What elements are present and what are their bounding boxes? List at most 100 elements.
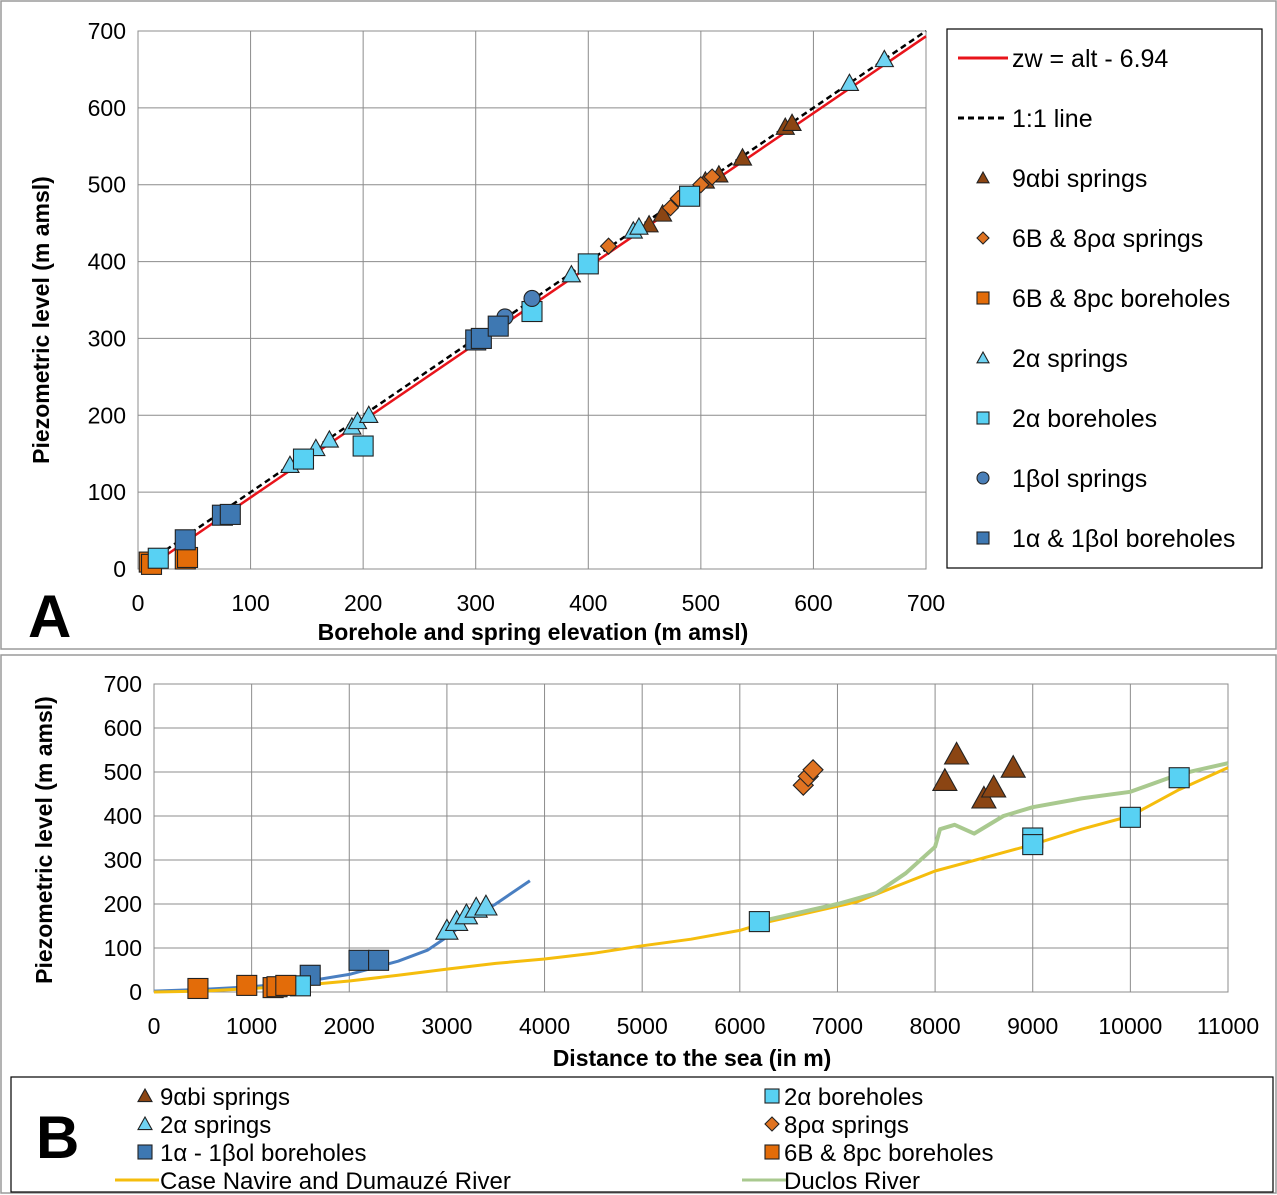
data-point: [474, 894, 498, 916]
data-point: [176, 546, 199, 569]
panel-b-tick-labels: 0 1000 2000 3000 4000 5000 6000 7000 8000 9000 100…: [104, 671, 1260, 1039]
data-point: [748, 911, 770, 933]
y-tick-label: 500: [88, 172, 126, 198]
x-tick-label: 5000: [617, 1013, 668, 1039]
legend-marker: [976, 531, 990, 545]
data-point: [523, 289, 541, 308]
data-point: [1000, 754, 1027, 778]
legend-marker: [976, 411, 990, 425]
data-point: [839, 73, 860, 92]
legend-label: 6B & 8pc boreholes: [1012, 285, 1230, 313]
data-point: [319, 429, 340, 448]
data-point: [802, 759, 824, 781]
legend-marker: [137, 1087, 153, 1103]
panel-a-x-axis-label: Borehole and spring elevation (m amsl): [318, 619, 749, 645]
data-point: [661, 198, 680, 217]
legend-marker: [976, 471, 990, 485]
y-tick-label: 100: [88, 479, 126, 505]
x-tick-label: 600: [794, 590, 832, 616]
data-point: [1022, 834, 1044, 856]
legend-label: 9αbi springs: [160, 1084, 290, 1111]
legend-label: Case Navire and Dumauzé River: [160, 1168, 511, 1195]
legend-label: 1α & 1βol boreholes: [1012, 525, 1235, 553]
legend-label: 2α boreholes: [784, 1084, 923, 1111]
data-point: [980, 774, 1007, 798]
plot-area: [153, 683, 1229, 993]
x-tick-label: 7000: [812, 1013, 863, 1039]
y-tick-label: 500: [104, 759, 142, 785]
x-tick-label: 9000: [1007, 1013, 1058, 1039]
y-tick-label: 100: [104, 935, 142, 961]
legend-label: 8ρα springs: [784, 1112, 909, 1139]
legend-label: 2α springs: [160, 1112, 271, 1139]
y-tick-label: 600: [104, 715, 142, 741]
legend-marker: [137, 1144, 153, 1160]
y-tick-label: 0: [129, 979, 142, 1005]
data-point: [599, 237, 618, 255]
x-tick-label: 11000: [1197, 1013, 1259, 1039]
legend-label: 6B & 8pc boreholes: [784, 1140, 993, 1167]
legend-label: 2α boreholes: [1012, 405, 1157, 433]
x-tick-label: 400: [569, 590, 607, 616]
x-tick-label: 0: [148, 1013, 161, 1039]
y-tick-label: 700: [88, 18, 126, 44]
x-tick-label: 10000: [1098, 1013, 1162, 1039]
data-point: [629, 216, 649, 235]
data-point: [561, 264, 582, 283]
data-point: [470, 327, 492, 349]
legend-label: Duclos River: [784, 1168, 920, 1195]
y-tick-label: 200: [104, 891, 142, 917]
data-point: [174, 529, 196, 551]
data-point: [732, 147, 753, 166]
panel-a-gridlines: [137, 30, 927, 570]
data-point: [931, 767, 958, 791]
x-tick-label: 1000: [226, 1013, 277, 1039]
x-tick-label: 8000: [910, 1013, 961, 1039]
data-point: [275, 974, 297, 996]
data-point: [352, 435, 374, 457]
legend-label: 2α springs: [1012, 345, 1128, 373]
panel-b-gridlines: [153, 683, 1229, 993]
legend-marker: [976, 231, 990, 245]
legend-marker: [764, 1116, 780, 1132]
data-point: [1168, 767, 1190, 789]
y-tick-label: 300: [88, 325, 126, 351]
legend-marker: [976, 170, 990, 184]
data-point: [187, 977, 209, 1000]
panel-a-y-axis-label: Piezometric level (m amsl): [28, 176, 54, 464]
data-point: [147, 547, 169, 569]
data-point: [368, 949, 390, 971]
legend-label: 1βol springs: [1012, 465, 1147, 493]
data-point: [292, 448, 315, 470]
y-tick-label: 700: [104, 671, 142, 697]
data-point: [236, 974, 258, 996]
x-tick-label: 500: [682, 590, 720, 616]
y-tick-label: 300: [104, 847, 142, 873]
panel-b-label: B: [36, 1104, 79, 1171]
series-line: [758, 761, 1229, 924]
panel-b-legend: 9αbi springs 2α boreholes 2α springs 8ρα sp…: [115, 1084, 993, 1195]
y-tick-label: 200: [88, 402, 126, 428]
panel-a-tick-labels: 0 100 200 300 400 500 600 700 0 100 200 300 400 500 60…: [88, 18, 946, 616]
x-tick-label: 3000: [421, 1013, 472, 1039]
data-point: [874, 49, 895, 68]
plot-area: [137, 30, 927, 570]
legend-label: 9αbi springs: [1012, 165, 1147, 193]
x-tick-label: 100: [231, 590, 269, 616]
data-point: [487, 315, 509, 337]
data-point: [782, 113, 802, 131]
data-point: [348, 949, 370, 971]
legend-marker: [137, 1115, 153, 1131]
legend-label: 1α - 1βol boreholes: [160, 1140, 366, 1167]
x-tick-label: 6000: [714, 1013, 765, 1039]
panel-a-label: A: [28, 583, 71, 650]
legend-marker: [976, 291, 990, 305]
x-tick-label: 700: [907, 590, 945, 616]
data-point: [679, 185, 701, 207]
data-point: [943, 741, 970, 765]
legend-label: zw = alt - 6.94: [1012, 45, 1168, 73]
panel-b-y-axis-label: Piezometric level (m amsl): [31, 696, 57, 984]
x-tick-label: 200: [344, 590, 382, 616]
panel-a-markers: [138, 49, 895, 575]
